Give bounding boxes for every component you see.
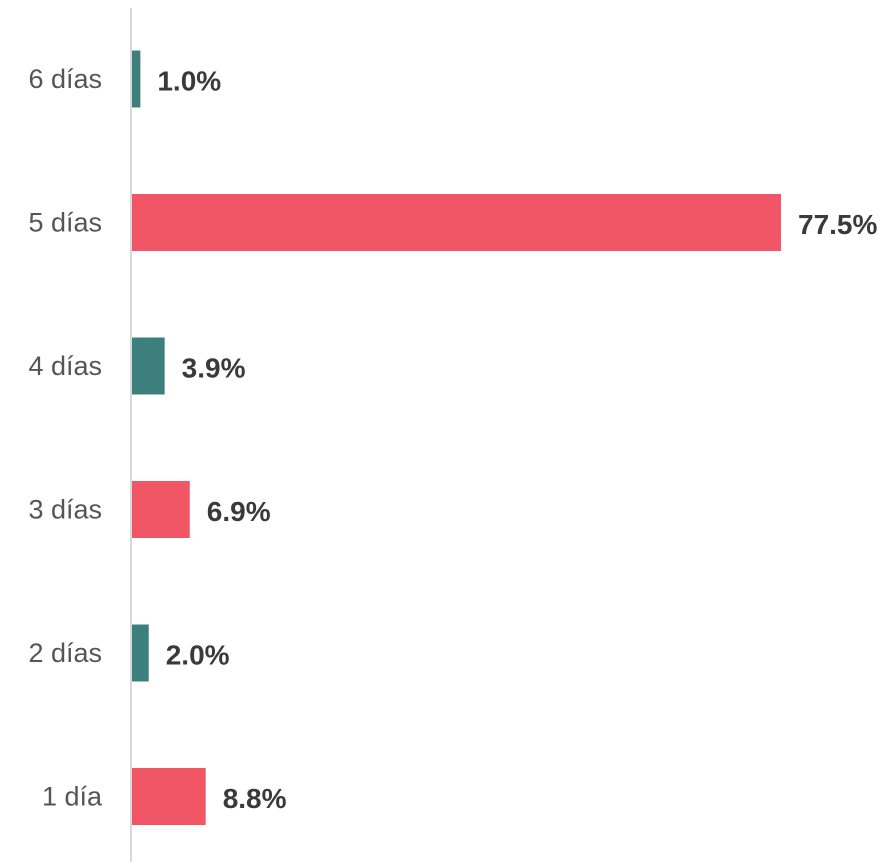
category-label: 2 días <box>28 638 102 668</box>
category-label: 6 días <box>28 64 102 94</box>
value-label: 6.9% <box>207 496 271 527</box>
bar <box>132 624 149 682</box>
value-label: 8.8% <box>223 783 287 814</box>
value-label: 1.0% <box>157 66 221 97</box>
bar <box>132 194 781 251</box>
category-label: 4 días <box>28 351 102 381</box>
bar <box>132 50 141 108</box>
category-labels-group: 6 días 5 días 4 días 3 días 2 días 1 día <box>28 64 103 812</box>
bar <box>132 768 206 825</box>
value-label: 2.0% <box>166 640 230 671</box>
category-label: 5 días <box>28 208 102 238</box>
bar <box>132 481 190 538</box>
bars-group <box>132 50 781 825</box>
category-label: 1 día <box>42 782 103 812</box>
value-label: 77.5% <box>798 209 877 240</box>
category-label: 3 días <box>28 495 102 525</box>
value-label: 3.9% <box>182 353 246 384</box>
value-labels-group: 1.0% 77.5% 3.9% 6.9% 2.0% 8.8% <box>157 66 877 815</box>
bar <box>132 337 165 395</box>
